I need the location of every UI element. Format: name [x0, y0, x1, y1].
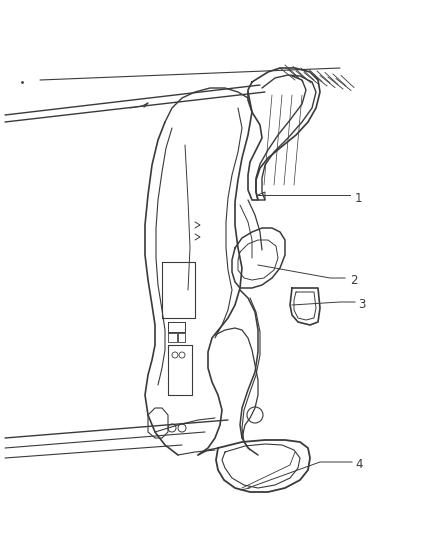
Text: 4: 4 — [355, 458, 363, 472]
Text: 2: 2 — [350, 274, 357, 287]
Text: 3: 3 — [358, 298, 365, 311]
Text: 1: 1 — [355, 191, 363, 205]
